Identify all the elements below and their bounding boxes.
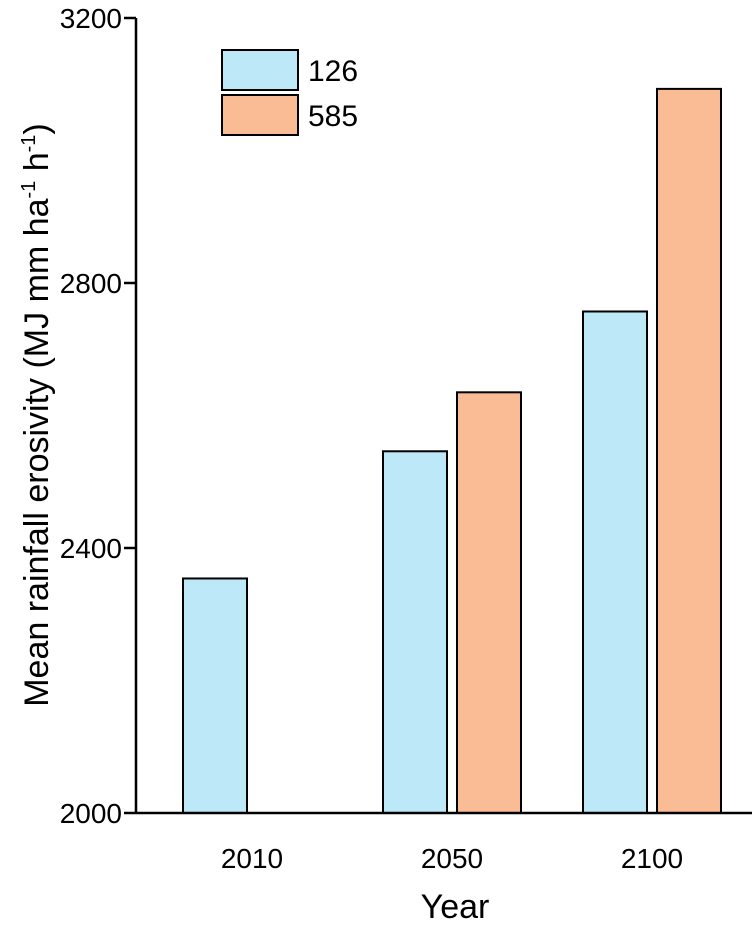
bar-126-2100	[582, 310, 648, 814]
y-ticks: 2000 2400 2800 3200	[60, 3, 136, 829]
y-tick-label: 3200	[60, 3, 122, 34]
bar-585-2100	[656, 87, 722, 814]
x-tick-label: 2050	[421, 843, 483, 874]
y-tick-label: 2000	[60, 798, 122, 829]
legend-label-126: 126	[308, 55, 358, 88]
x-axis-title: Year	[421, 888, 490, 926]
x-tick-label: 2100	[621, 843, 683, 874]
y-tick-label: 2400	[60, 533, 122, 564]
bar-585-2050	[456, 391, 522, 814]
legend-swatch-585	[221, 94, 299, 136]
plot-area	[182, 87, 722, 814]
bar-126-2010	[182, 577, 248, 814]
x-tick-label: 2010	[221, 843, 283, 874]
axes	[134, 18, 752, 815]
bar-126-2050	[382, 450, 448, 814]
y-tick-label: 2800	[60, 268, 122, 299]
legend-label-585: 585	[308, 100, 358, 133]
x-ticks: 2010 2050 2100	[221, 843, 683, 874]
y-axis-title: Mean rainfall erosivity (MJ mm ha-1 h-1)	[18, 123, 56, 707]
legend-swatch-126	[221, 49, 299, 91]
